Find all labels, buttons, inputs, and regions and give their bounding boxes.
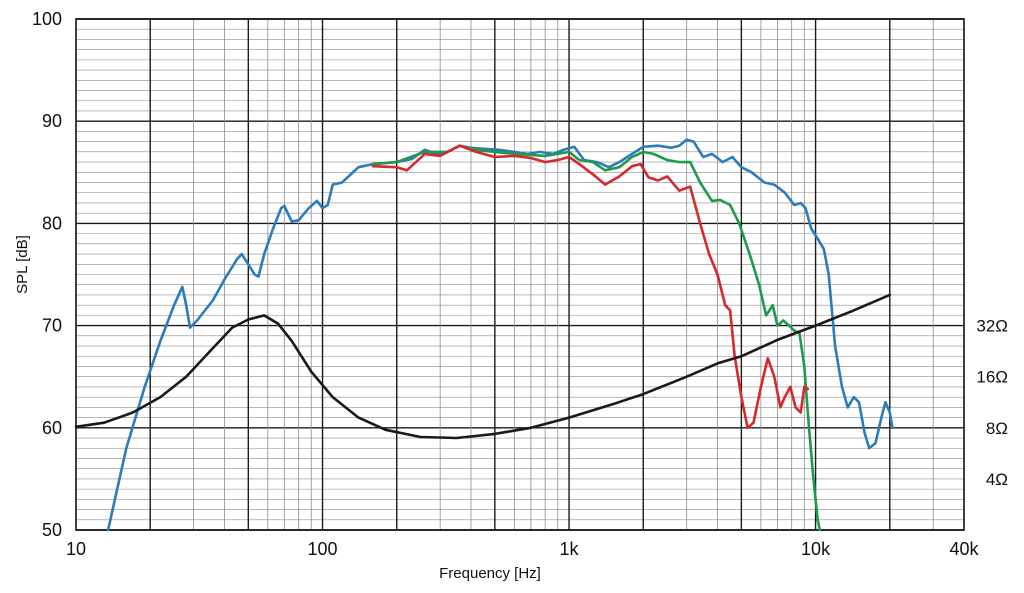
x-tick-label: 1k (560, 539, 580, 559)
x-axis-label: Frequency [Hz] (439, 565, 541, 582)
y-axis-label: SPL [dB] (14, 235, 31, 294)
curve-2 (371, 144, 822, 532)
y-tick-label: 80 (42, 213, 62, 233)
plot-grid (76, 18, 964, 531)
curve-4 (74, 293, 892, 440)
y-tick-label: 50 (42, 520, 62, 540)
impedance-label: 4Ω (986, 470, 1008, 489)
x-tick-label: 40k (949, 539, 979, 559)
curve-1 (106, 138, 894, 532)
x-tick-label: 10k (801, 539, 831, 559)
y-tick-label: 90 (42, 111, 62, 131)
curve-3 (371, 144, 810, 430)
x-tick-labels: 10 100 1k 10k 40k (66, 539, 980, 559)
impedance-labels: 32Ω 16Ω 8Ω 4Ω (976, 317, 1008, 489)
y-tick-label: 70 (42, 316, 62, 336)
y-tick-label: 100 (32, 9, 62, 29)
impedance-label: 32Ω (976, 317, 1008, 336)
x-tick-label: 100 (308, 539, 338, 559)
impedance-label: 8Ω (986, 419, 1008, 438)
y-tick-labels: 50 60 70 80 90 100 (32, 9, 62, 540)
x-tick-label: 10 (66, 539, 86, 559)
impedance-label: 16Ω (976, 368, 1008, 387)
plot-frame (75, 18, 965, 531)
y-tick-label: 60 (42, 418, 62, 438)
curves (74, 138, 894, 532)
